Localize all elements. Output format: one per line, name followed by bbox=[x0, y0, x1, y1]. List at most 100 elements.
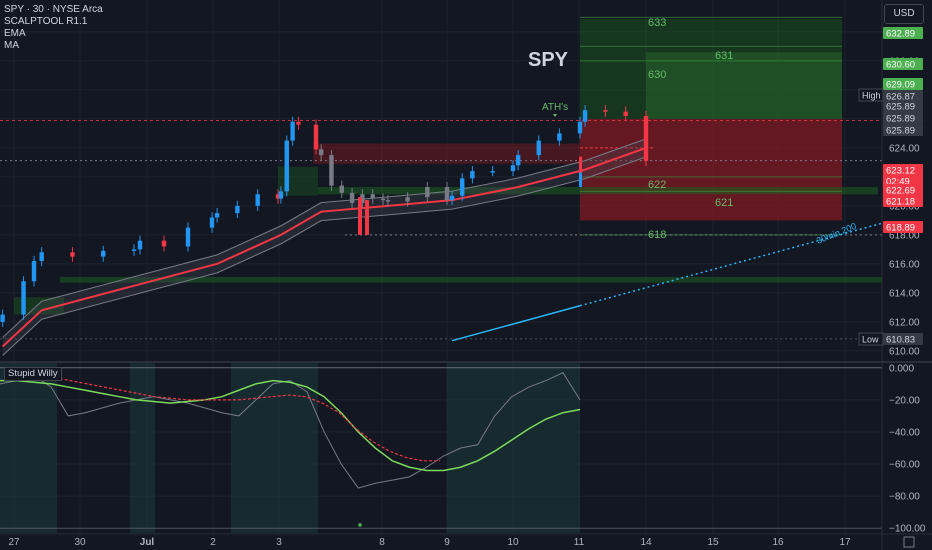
axis-price-tag bbox=[883, 195, 923, 207]
candle-body bbox=[131, 249, 137, 251]
currency-button[interactable]: USD bbox=[884, 4, 924, 24]
x-tick-label: 2 bbox=[210, 537, 216, 548]
candle-body bbox=[643, 115, 649, 161]
support-band-2 bbox=[318, 187, 878, 195]
candle-body bbox=[358, 197, 362, 235]
support-band bbox=[60, 276, 882, 283]
ma-line-projection bbox=[579, 222, 883, 307]
supply-zone bbox=[313, 143, 580, 164]
axis-price-tag-label: 623.12 bbox=[886, 166, 915, 177]
osc-y-tick-label: −80.00 bbox=[889, 492, 920, 503]
axis-price-tag-label: 625.89 bbox=[886, 102, 915, 113]
candle-body bbox=[385, 200, 391, 202]
x-tick-label: 14 bbox=[640, 537, 652, 548]
y-tick-label: 612.00 bbox=[889, 317, 920, 328]
candle-body bbox=[515, 155, 521, 166]
ath-annotation: ATH's bbox=[542, 102, 568, 113]
candle-body bbox=[329, 155, 334, 186]
axis-price-tag-label: 610.83 bbox=[886, 335, 915, 346]
axis-price-tag bbox=[883, 27, 923, 39]
axis-price-tag bbox=[883, 58, 923, 70]
axis-tag-label: Low bbox=[862, 335, 879, 345]
candle-body bbox=[209, 217, 215, 228]
candle-body bbox=[582, 110, 588, 122]
ma-label: 30min 200 bbox=[815, 221, 858, 246]
indicator-ema[interactable]: EMA bbox=[4, 28, 26, 39]
candle-body bbox=[339, 185, 344, 193]
candle-body bbox=[577, 121, 583, 134]
oscillator-title[interactable]: Stupid Willy bbox=[4, 367, 62, 381]
candle-body bbox=[214, 213, 220, 218]
y-tick-label: 624.00 bbox=[889, 143, 920, 154]
ma-line-solid bbox=[451, 305, 581, 342]
axis-price-tag bbox=[883, 221, 923, 233]
candle-body bbox=[31, 260, 37, 282]
candle-body bbox=[444, 187, 450, 201]
candle-body bbox=[449, 195, 455, 201]
level-label: 618 bbox=[648, 229, 666, 241]
osc-y-tick-label: −100.00 bbox=[889, 524, 926, 535]
stop-zone bbox=[580, 118, 842, 221]
x-tick-label: Jul bbox=[140, 537, 155, 548]
candle-body bbox=[101, 250, 106, 257]
osc-fast-line bbox=[0, 371, 581, 489]
candle-body bbox=[510, 165, 516, 172]
candle-body bbox=[380, 198, 386, 201]
candle-body bbox=[536, 140, 541, 156]
candle-body bbox=[425, 187, 430, 198]
x-tick-label: 27 bbox=[8, 537, 20, 548]
x-tick-label: 9 bbox=[444, 537, 450, 548]
candle-body bbox=[313, 124, 319, 150]
level-label: 633 bbox=[648, 17, 666, 29]
candle-body bbox=[137, 240, 143, 250]
osc-session-zone bbox=[231, 363, 318, 533]
symbol-watermark: SPY bbox=[528, 49, 569, 71]
axis-price-tag-label: 629.09 bbox=[886, 80, 915, 91]
candle-body bbox=[235, 205, 240, 214]
candle-body bbox=[370, 194, 375, 199]
axis-price-tag bbox=[883, 90, 923, 102]
osc-session-zone bbox=[0, 363, 57, 533]
y-tick-label: 618.00 bbox=[889, 230, 920, 241]
candle-body bbox=[460, 178, 465, 196]
y-tick-label: 616.00 bbox=[889, 259, 920, 270]
candle-body bbox=[278, 191, 284, 199]
osc-y-tick-label: −60.00 bbox=[889, 460, 920, 471]
symbol-title[interactable]: SPY · 30 · NYSE Arca bbox=[4, 4, 103, 15]
osc-signal-line bbox=[19, 375, 440, 462]
candle-body bbox=[161, 240, 167, 247]
candle-body bbox=[39, 252, 44, 261]
axis-tag-label: High bbox=[862, 91, 881, 101]
level-label: 622 bbox=[648, 179, 666, 191]
candle-body bbox=[579, 156, 582, 173]
gridlines bbox=[0, 0, 882, 533]
ath-marker bbox=[553, 114, 557, 117]
axis-price-tag-label: 626.87 bbox=[886, 92, 915, 103]
candle-body bbox=[557, 133, 562, 141]
candle-body bbox=[349, 192, 355, 203]
y-tick-label: 610.00 bbox=[889, 346, 920, 357]
target-zone-inner bbox=[646, 52, 842, 119]
level-label: 630 bbox=[648, 69, 666, 81]
axis-price-tag bbox=[883, 333, 923, 345]
candle-body bbox=[603, 110, 608, 112]
ema-band-upper bbox=[2, 138, 647, 338]
demand-zone-2 bbox=[14, 297, 64, 315]
indicator-ma[interactable]: MA bbox=[4, 40, 19, 51]
ema-line bbox=[1, 146, 647, 348]
ema-band bbox=[2, 138, 647, 356]
osc-slow-line bbox=[0, 379, 581, 472]
axis-price-tag-label: 630.60 bbox=[886, 60, 915, 71]
candle-body bbox=[290, 121, 295, 141]
candle-body bbox=[284, 140, 289, 192]
candle-body bbox=[579, 172, 582, 188]
osc-session-zone bbox=[447, 363, 580, 533]
axis-price-tag bbox=[883, 164, 923, 176]
candle-body bbox=[21, 281, 26, 315]
x-tick-label: 30 bbox=[74, 537, 86, 548]
candle-body bbox=[360, 194, 365, 203]
axis-price-tag-label: 02:49 bbox=[886, 177, 910, 188]
axis-price-tag-label: 625.89 bbox=[886, 126, 915, 137]
indicator-scalptool[interactable]: SCALPTOOL R1.1 bbox=[4, 16, 88, 27]
